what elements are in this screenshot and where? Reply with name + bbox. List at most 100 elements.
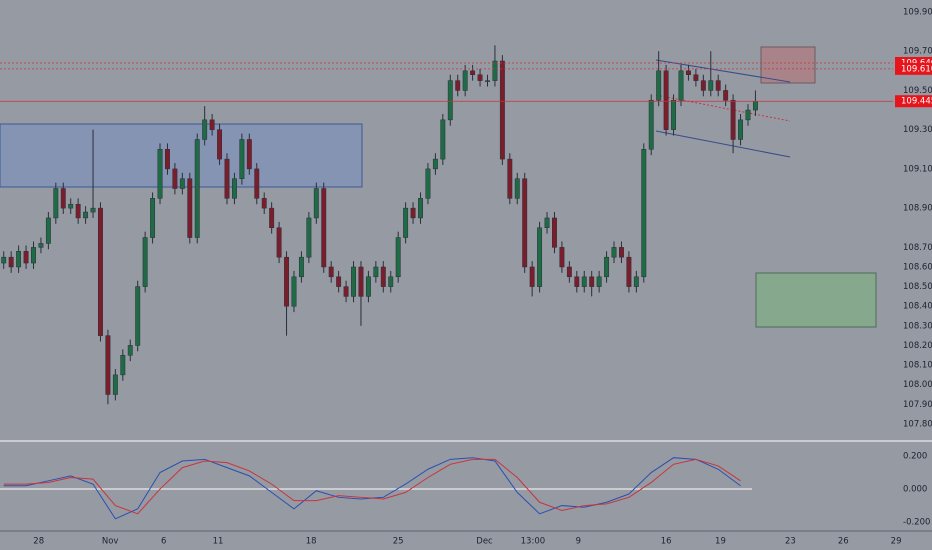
- candle-body: [358, 266, 364, 297]
- candle-body: [604, 256, 610, 278]
- y-tick-label: 108.000: [903, 380, 932, 390]
- candle-body: [45, 217, 51, 244]
- drawings: [0, 46, 932, 442]
- candle-body: [75, 203, 81, 219]
- candle-body: [373, 266, 379, 278]
- y-tick-label: 108.100: [903, 361, 932, 371]
- candle-body: [403, 207, 409, 238]
- price-badge-label: 109.610: [901, 64, 932, 74]
- candle-body: [60, 188, 66, 209]
- candle-body: [217, 129, 223, 160]
- candle-body: [276, 227, 282, 258]
- y-tick-label: 108.400: [903, 302, 932, 312]
- candle-body: [395, 237, 401, 278]
- y-tick-label: 0.200: [903, 452, 927, 462]
- candle-body: [388, 276, 394, 287]
- candle-body: [470, 70, 476, 75]
- y-tick-label: 108.900: [903, 204, 932, 214]
- candle-body: [90, 207, 96, 213]
- y-tick-label: 109.300: [903, 125, 932, 135]
- candle-body: [581, 276, 587, 287]
- candle-body: [507, 158, 513, 199]
- candle-body: [150, 198, 156, 238]
- candle-body: [685, 70, 691, 75]
- price-badge-label: 109.445: [901, 97, 932, 107]
- candle-body: [343, 286, 349, 297]
- oscillator-line: [3, 457, 741, 520]
- candle-body: [648, 99, 654, 150]
- candle-body: [619, 247, 624, 258]
- candle-body: [418, 198, 423, 219]
- candle-body: [172, 168, 178, 189]
- y-tick-label: 107.900: [903, 400, 932, 410]
- candle-body: [16, 251, 22, 268]
- price-badge: [895, 95, 932, 108]
- target-box: [760, 46, 816, 84]
- candle-body: [365, 276, 371, 297]
- candle-body: [313, 188, 319, 219]
- candle-body: [105, 335, 111, 395]
- candle-body: [284, 256, 289, 307]
- candle-body: [425, 168, 431, 199]
- candle-body: [328, 266, 334, 278]
- x-tick-label: 13:00: [521, 537, 546, 547]
- candle-body: [693, 74, 699, 81]
- candle-body: [380, 266, 386, 287]
- candle-body: [336, 276, 342, 287]
- price-badge: [895, 62, 932, 75]
- y-tick-label: 107.800: [903, 419, 932, 429]
- candle-body: [98, 207, 103, 336]
- candle-body: [485, 80, 490, 82]
- candle-body: [38, 243, 44, 248]
- candle-body: [678, 70, 684, 101]
- candle-body: [351, 266, 356, 297]
- candle-body: [656, 70, 662, 101]
- candle-body: [611, 247, 617, 258]
- range-box: [0, 123, 363, 188]
- candle-body: [142, 237, 148, 287]
- candle-body: [127, 345, 133, 356]
- x-tick-label: 18: [306, 537, 317, 547]
- candle-body: [671, 99, 677, 130]
- candle-body: [499, 60, 505, 160]
- candle-body: [246, 139, 252, 170]
- candle-body: [209, 119, 215, 130]
- y-tick-label: 108.500: [903, 282, 932, 292]
- candle-body: [462, 70, 468, 91]
- x-tick-label: 23: [785, 537, 796, 547]
- candle-body: [224, 158, 230, 199]
- candle-body: [298, 256, 304, 278]
- candle-body: [68, 203, 74, 209]
- candle-body: [700, 80, 706, 91]
- candle-body: [410, 207, 416, 219]
- y-tick-label: 109.700: [903, 47, 932, 57]
- candle-body: [477, 74, 483, 81]
- candle-body: [269, 207, 275, 228]
- candle-body: [730, 99, 736, 140]
- y-tick-label: 0.000: [903, 485, 927, 495]
- x-tick-label: 19: [715, 537, 726, 547]
- x-tick-label: 16: [661, 537, 672, 547]
- y-tick-label: 109.100: [903, 164, 932, 174]
- y-tick-label: 108.300: [903, 321, 932, 331]
- candle-body: [596, 276, 602, 287]
- candle-body: [514, 178, 520, 199]
- candle-body: [8, 256, 14, 268]
- candle-body: [566, 266, 572, 278]
- y-tick-label: 109.500: [903, 86, 932, 96]
- candle-body: [239, 139, 245, 179]
- candle-body: [633, 276, 639, 287]
- x-tick-label: 25: [393, 537, 404, 547]
- candle-body: [447, 80, 453, 121]
- x-tick-label: 9: [576, 537, 581, 547]
- x-tick-label: Nov: [102, 537, 119, 547]
- x-tick-label: 11: [213, 537, 224, 547]
- y-tick-label: 108.200: [903, 341, 932, 351]
- candle-body: [112, 374, 118, 395]
- candle-body: [231, 178, 237, 199]
- candle-body: [537, 227, 543, 287]
- candle-body: [492, 60, 498, 81]
- candle-body: [306, 217, 312, 258]
- candle-body: [440, 119, 446, 160]
